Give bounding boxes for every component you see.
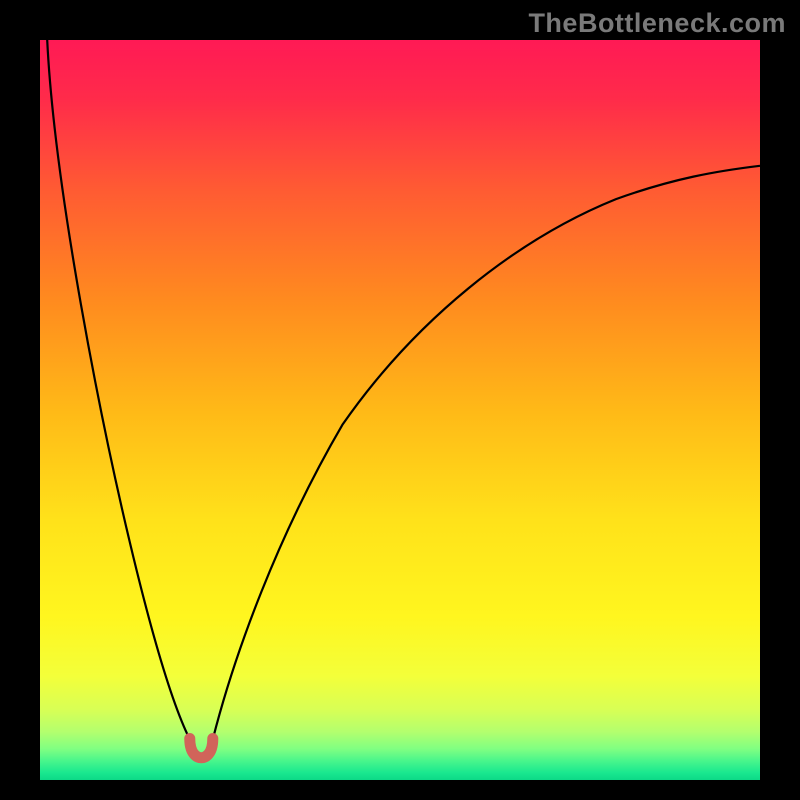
curve-right-arm (213, 166, 760, 740)
trough-marker (190, 739, 213, 758)
curve-left-arm (47, 40, 190, 739)
watermark-text: TheBottleneck.com (528, 8, 786, 39)
bottleneck-curve (40, 40, 760, 780)
plot-area (40, 40, 760, 780)
chart-frame: TheBottleneck.com (0, 0, 800, 800)
